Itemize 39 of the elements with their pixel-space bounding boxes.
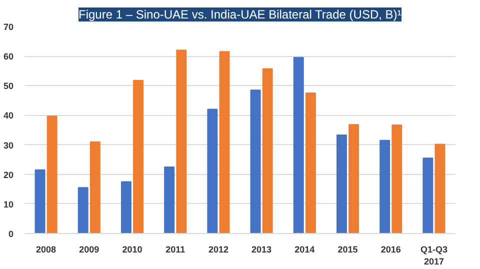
bar (90, 141, 100, 234)
bar (120, 181, 132, 234)
bar (434, 144, 446, 234)
bar (46, 116, 58, 234)
bar (219, 51, 230, 234)
y-tick-label: 50 (3, 81, 14, 92)
x-tick-label: 2008 (36, 244, 56, 254)
bar (293, 57, 304, 234)
bar (336, 134, 347, 234)
y-tick-label: 40 (3, 110, 14, 121)
y-tick-label: 0 (8, 229, 14, 239)
y-tick-label: 60 (3, 52, 14, 62)
x-tick-label: 2009 (79, 244, 100, 254)
bar (348, 124, 360, 234)
bar (207, 108, 218, 234)
bar (262, 68, 273, 234)
x-tick-label: 2010 (122, 244, 142, 254)
x-tick-label: 2012 (208, 244, 228, 254)
bar (78, 187, 88, 234)
x-tick-label: 2013 (252, 244, 272, 254)
bar (380, 140, 390, 234)
chart-title: Figure 1 – Sino-UAE vs. India-UAE Bilateral Trade (USD, B)¹ (78, 8, 402, 22)
y-tick-label: 30 (3, 140, 14, 150)
x-tick-label: 2015 (338, 244, 358, 254)
bar (164, 166, 175, 234)
x-tick-label: 2014 (294, 244, 315, 254)
bar (250, 90, 261, 234)
x-tick-label: 2016 (380, 244, 401, 254)
bar (176, 50, 187, 234)
bar (392, 124, 402, 234)
bar (305, 92, 316, 234)
y-tick-label: 20 (3, 170, 14, 180)
x-tick-label: 2011 (166, 244, 186, 254)
bar (34, 169, 46, 234)
bar (133, 80, 144, 234)
y-tick-label: 10 (3, 199, 14, 210)
bar (422, 158, 434, 234)
y-tick-label: 70 (3, 22, 14, 32)
x-tick-label: Q1-Q3 2017 (420, 244, 448, 266)
